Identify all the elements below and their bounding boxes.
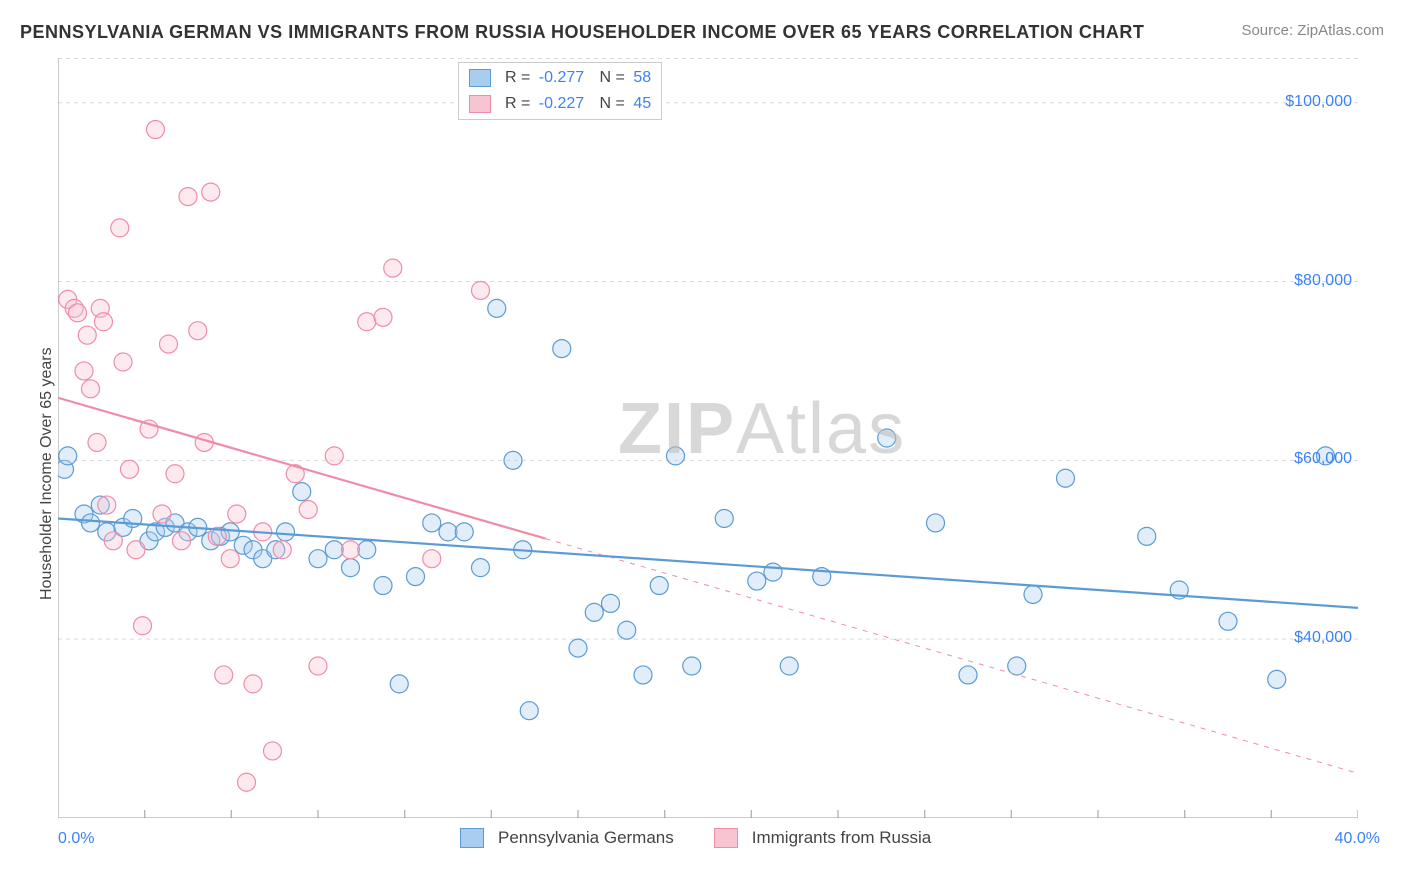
chart-title: PENNSYLVANIA GERMAN VS IMMIGRANTS FROM R… [20, 22, 1144, 43]
source-label: Source: ZipAtlas.com [1241, 22, 1384, 39]
legend-swatch [469, 69, 491, 87]
legend-series-label: Immigrants from Russia [752, 828, 931, 848]
series-legend: Pennsylvania Germans Immigrants from Russ… [460, 828, 961, 848]
y-tick-label: $80,000 [1266, 272, 1352, 290]
correlation-legend: R = -0.277 N = 58R = -0.227 N = 45 [458, 62, 662, 120]
legend-swatch [714, 828, 738, 848]
y-tick-label: $40,000 [1266, 629, 1352, 647]
y-axis-label: Householder Income Over 65 years [38, 347, 56, 600]
y-tick-label: $100,000 [1266, 93, 1352, 111]
legend-row: R = -0.227 N = 45 [469, 91, 651, 117]
x-axis-max-label: 40.0% [1335, 830, 1380, 848]
legend-swatch [460, 828, 484, 848]
x-axis-min-label: 0.0% [58, 830, 94, 848]
legend-swatch [469, 95, 491, 113]
chart-area: ZIPAtlas R = -0.277 N = 58R = -0.227 N =… [58, 58, 1358, 818]
legend-series-label: Pennsylvania Germans [498, 828, 674, 848]
legend-row: R = -0.277 N = 58 [469, 65, 651, 91]
scatter-plot [58, 58, 1358, 818]
y-tick-label: $60,000 [1266, 450, 1352, 468]
